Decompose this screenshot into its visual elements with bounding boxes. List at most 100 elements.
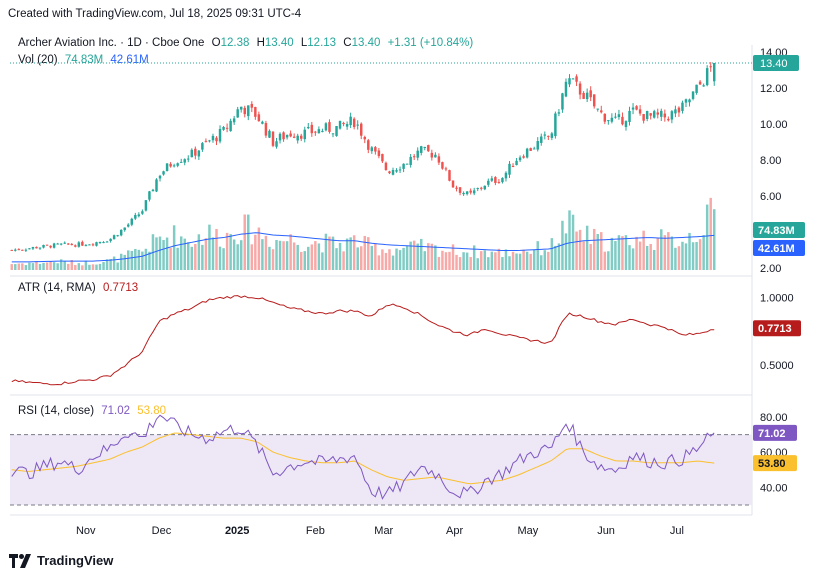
volume-bar: [585, 225, 589, 270]
candle-body: [112, 235, 116, 240]
candle-body: [684, 99, 688, 103]
volume-bar: [211, 237, 215, 270]
volume-bar: [476, 258, 479, 270]
volume-bar: [201, 244, 204, 270]
candle-body: [603, 113, 607, 122]
volume-bar: [508, 256, 511, 270]
atr-value-axis-label: 0.7713: [758, 323, 792, 335]
candle-body: [144, 200, 148, 211]
rsi-line: [11, 414, 715, 500]
candle-body: [356, 124, 359, 126]
candle-body: [423, 146, 427, 148]
rsi-legend: RSI (14, close) 71.02 53.80: [18, 405, 166, 417]
candle-body: [497, 181, 501, 183]
volume-bar: [317, 243, 321, 270]
close-label: C: [343, 37, 351, 49]
volume-bar: [384, 252, 388, 270]
volume-bar: [190, 246, 194, 270]
candle-body: [476, 188, 479, 190]
volume-bar: [691, 242, 695, 270]
volume-bar: [225, 232, 229, 270]
candle-body: [532, 148, 536, 150]
volume-bar: [49, 261, 52, 270]
volume-bar: [596, 233, 599, 270]
candle-body: [194, 148, 197, 156]
volume-value-badge: [753, 222, 805, 238]
volume-bar: [712, 209, 716, 270]
volume-bar: [624, 235, 628, 270]
volume-bar: [631, 248, 635, 270]
candle-body: [398, 169, 402, 171]
atr-tick-label: 1.0000: [760, 292, 794, 304]
candle-body: [370, 147, 374, 152]
volume-bar: [536, 241, 539, 270]
candle-body: [575, 76, 578, 82]
volume-bar: [292, 242, 296, 270]
candle-body: [162, 171, 165, 175]
volume-bar: [607, 251, 610, 270]
candle-body: [105, 241, 109, 243]
volume-bar: [285, 241, 289, 270]
candle-body: [247, 105, 250, 117]
volume-bar: [698, 239, 702, 270]
candle-body: [670, 111, 674, 120]
high-label: H: [257, 37, 265, 49]
volume-bar: [45, 262, 49, 270]
volume-ma-value: 42.61M: [110, 54, 148, 66]
low-label: L: [301, 37, 308, 49]
candle-body: [342, 122, 345, 125]
candle-body: [430, 152, 434, 158]
volume-name: Vol (20): [18, 54, 58, 66]
atr-line: [11, 295, 715, 386]
candle-body: [455, 187, 458, 189]
atr-value-badge: [753, 320, 801, 337]
volume-bar: [63, 261, 66, 270]
volume-bar: [550, 238, 554, 270]
atr-name: ATR (14, RMA): [18, 282, 96, 294]
volume-bar: [480, 251, 483, 270]
volume-bar: [667, 232, 670, 270]
candle-body: [179, 161, 183, 163]
volume-bar: [388, 249, 391, 270]
candle-body: [402, 163, 405, 169]
volume-bar: [289, 234, 292, 270]
volume-bar: [342, 251, 345, 270]
rsi-name: RSI (14, close): [18, 405, 94, 417]
atr-value: 0.7713: [103, 282, 138, 294]
volume-bar: [158, 236, 162, 270]
rsi-ma-value: 53.80: [137, 405, 166, 417]
volume-bar: [462, 252, 465, 270]
candle-body: [451, 180, 455, 188]
volume-bar: [656, 237, 659, 270]
candle-body: [88, 244, 91, 246]
candle-body: [187, 158, 190, 160]
volume-bar: [38, 263, 42, 270]
volume-bar: [119, 253, 123, 270]
volume-bar: [614, 241, 617, 270]
volume-bar: [412, 240, 416, 270]
candle-body: [155, 179, 158, 192]
candle-body: [239, 106, 243, 110]
volume-bar: [116, 262, 119, 270]
candle-body: [480, 187, 483, 189]
atr-tick-label: 0.5000: [760, 360, 794, 372]
candle-body: [225, 127, 229, 129]
volume-bar: [441, 250, 444, 270]
candle-body: [490, 178, 494, 181]
volume-bar: [430, 243, 434, 270]
volume-bar: [155, 237, 158, 270]
volume-bar: [282, 241, 285, 270]
volume-bar: [102, 261, 105, 270]
volume-bar: [402, 247, 405, 270]
volume-bar: [578, 229, 582, 270]
volume-bar: [222, 248, 225, 270]
candle-body: [458, 187, 462, 193]
candle-body: [571, 78, 575, 80]
volume-bar: [257, 227, 261, 270]
tradingview-logo[interactable]: TradingView: [9, 553, 113, 568]
atr-legend: ATR (14, RMA) 0.7713: [18, 282, 138, 294]
volume-bar: [42, 262, 45, 270]
candle-body: [494, 177, 497, 183]
candle-body: [56, 243, 59, 245]
